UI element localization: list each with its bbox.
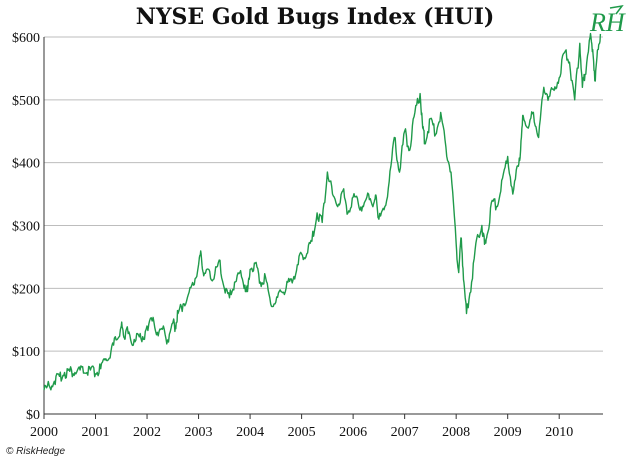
x-axis-ticks: 2000 2001 2002 2003 2004 2005 2006 2007 2008 2009…	[30, 414, 573, 440]
x-tick-label: 2006	[339, 425, 367, 440]
series-line	[43, 32, 602, 391]
x-tick-label: 2002	[133, 425, 161, 440]
y-tick-label: $100	[12, 345, 40, 360]
riskhedge-logo: RH	[589, 4, 626, 37]
copyright-text: © RiskHedge	[6, 446, 66, 457]
x-tick-label: 2010	[545, 425, 573, 440]
y-tick-label: $200	[12, 282, 40, 297]
chart-title: NYSE Gold Bugs Index (HUI)	[135, 4, 495, 30]
series-group	[43, 32, 602, 391]
y-tick-label: $500	[12, 94, 40, 109]
x-tick-label: 2008	[442, 425, 470, 440]
y-tick-label: $0	[26, 408, 40, 423]
x-tick-label: 2003	[185, 425, 213, 440]
y-tick-label: $600	[12, 31, 40, 46]
axes	[43, 37, 603, 415]
y-tick-label: $300	[12, 220, 40, 235]
logo-text: RH	[589, 8, 626, 37]
y-tick-label: $400	[12, 157, 40, 172]
x-tick-label: 2007	[391, 425, 419, 440]
x-tick-label: 2001	[82, 425, 110, 440]
y-axis-ticks: $0 $100 $200 $300 $400 $500 $600	[12, 31, 40, 423]
x-tick-label: 2009	[494, 425, 522, 440]
grid-lines	[44, 36, 603, 352]
x-tick-label: 2000	[30, 425, 58, 440]
x-tick-label: 2004	[236, 425, 264, 440]
x-tick-label: 2005	[288, 425, 316, 440]
